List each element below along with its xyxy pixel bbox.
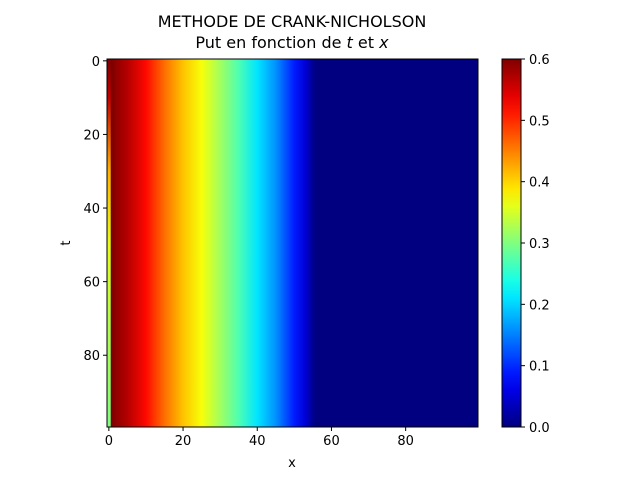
x-axis-label: x [288, 456, 296, 471]
y-axis-label: t [59, 240, 74, 245]
x-tick-label: 80 [397, 434, 414, 449]
chart-title-line1: METHODE DE CRANK-NICHOLSON [158, 12, 427, 31]
colorbar-tick-label: 0.2 [529, 298, 550, 313]
y-tick-label: 80 [83, 349, 100, 364]
y-tick-label: 20 [83, 128, 100, 143]
y-tick-label: 60 [83, 276, 100, 291]
colorbar-strip [501, 58, 522, 428]
title-mid: et [353, 33, 379, 52]
colorbar-tick-label: 0.0 [529, 421, 550, 436]
x-axis: 0 20 40 60 80 [105, 427, 414, 449]
x-tick-label: 20 [175, 434, 192, 449]
colorbar-tick-label: 0.1 [529, 360, 550, 375]
chart-title-line2: Put en fonction de t et x [195, 33, 389, 52]
colorbar-tick-label: 0.6 [529, 53, 550, 68]
title-var-x: x [378, 33, 389, 52]
x-tick-label: 0 [105, 434, 113, 449]
colorbar: 0.0 0.1 0.2 0.3 0.4 0.5 0.6 [501, 53, 550, 436]
plot-area [106, 58, 479, 428]
y-axis: 0 20 40 60 80 [83, 55, 107, 364]
title-var-t: t [347, 33, 354, 52]
colorbar-tick-label: 0.4 [529, 176, 550, 191]
y-tick-label: 40 [83, 202, 100, 217]
x-tick-label: 60 [323, 434, 340, 449]
y-tick-label: 0 [92, 55, 100, 70]
colorbar-tick-label: 0.5 [529, 114, 550, 129]
plot-frame [106, 58, 479, 428]
colorbar-tick-label: 0.3 [529, 237, 550, 252]
heatmap-boundary-column [107, 59, 111, 427]
x-tick-label: 40 [249, 434, 266, 449]
heatmap-field [107, 59, 478, 427]
title-prefix: Put en fonction de [195, 33, 346, 52]
